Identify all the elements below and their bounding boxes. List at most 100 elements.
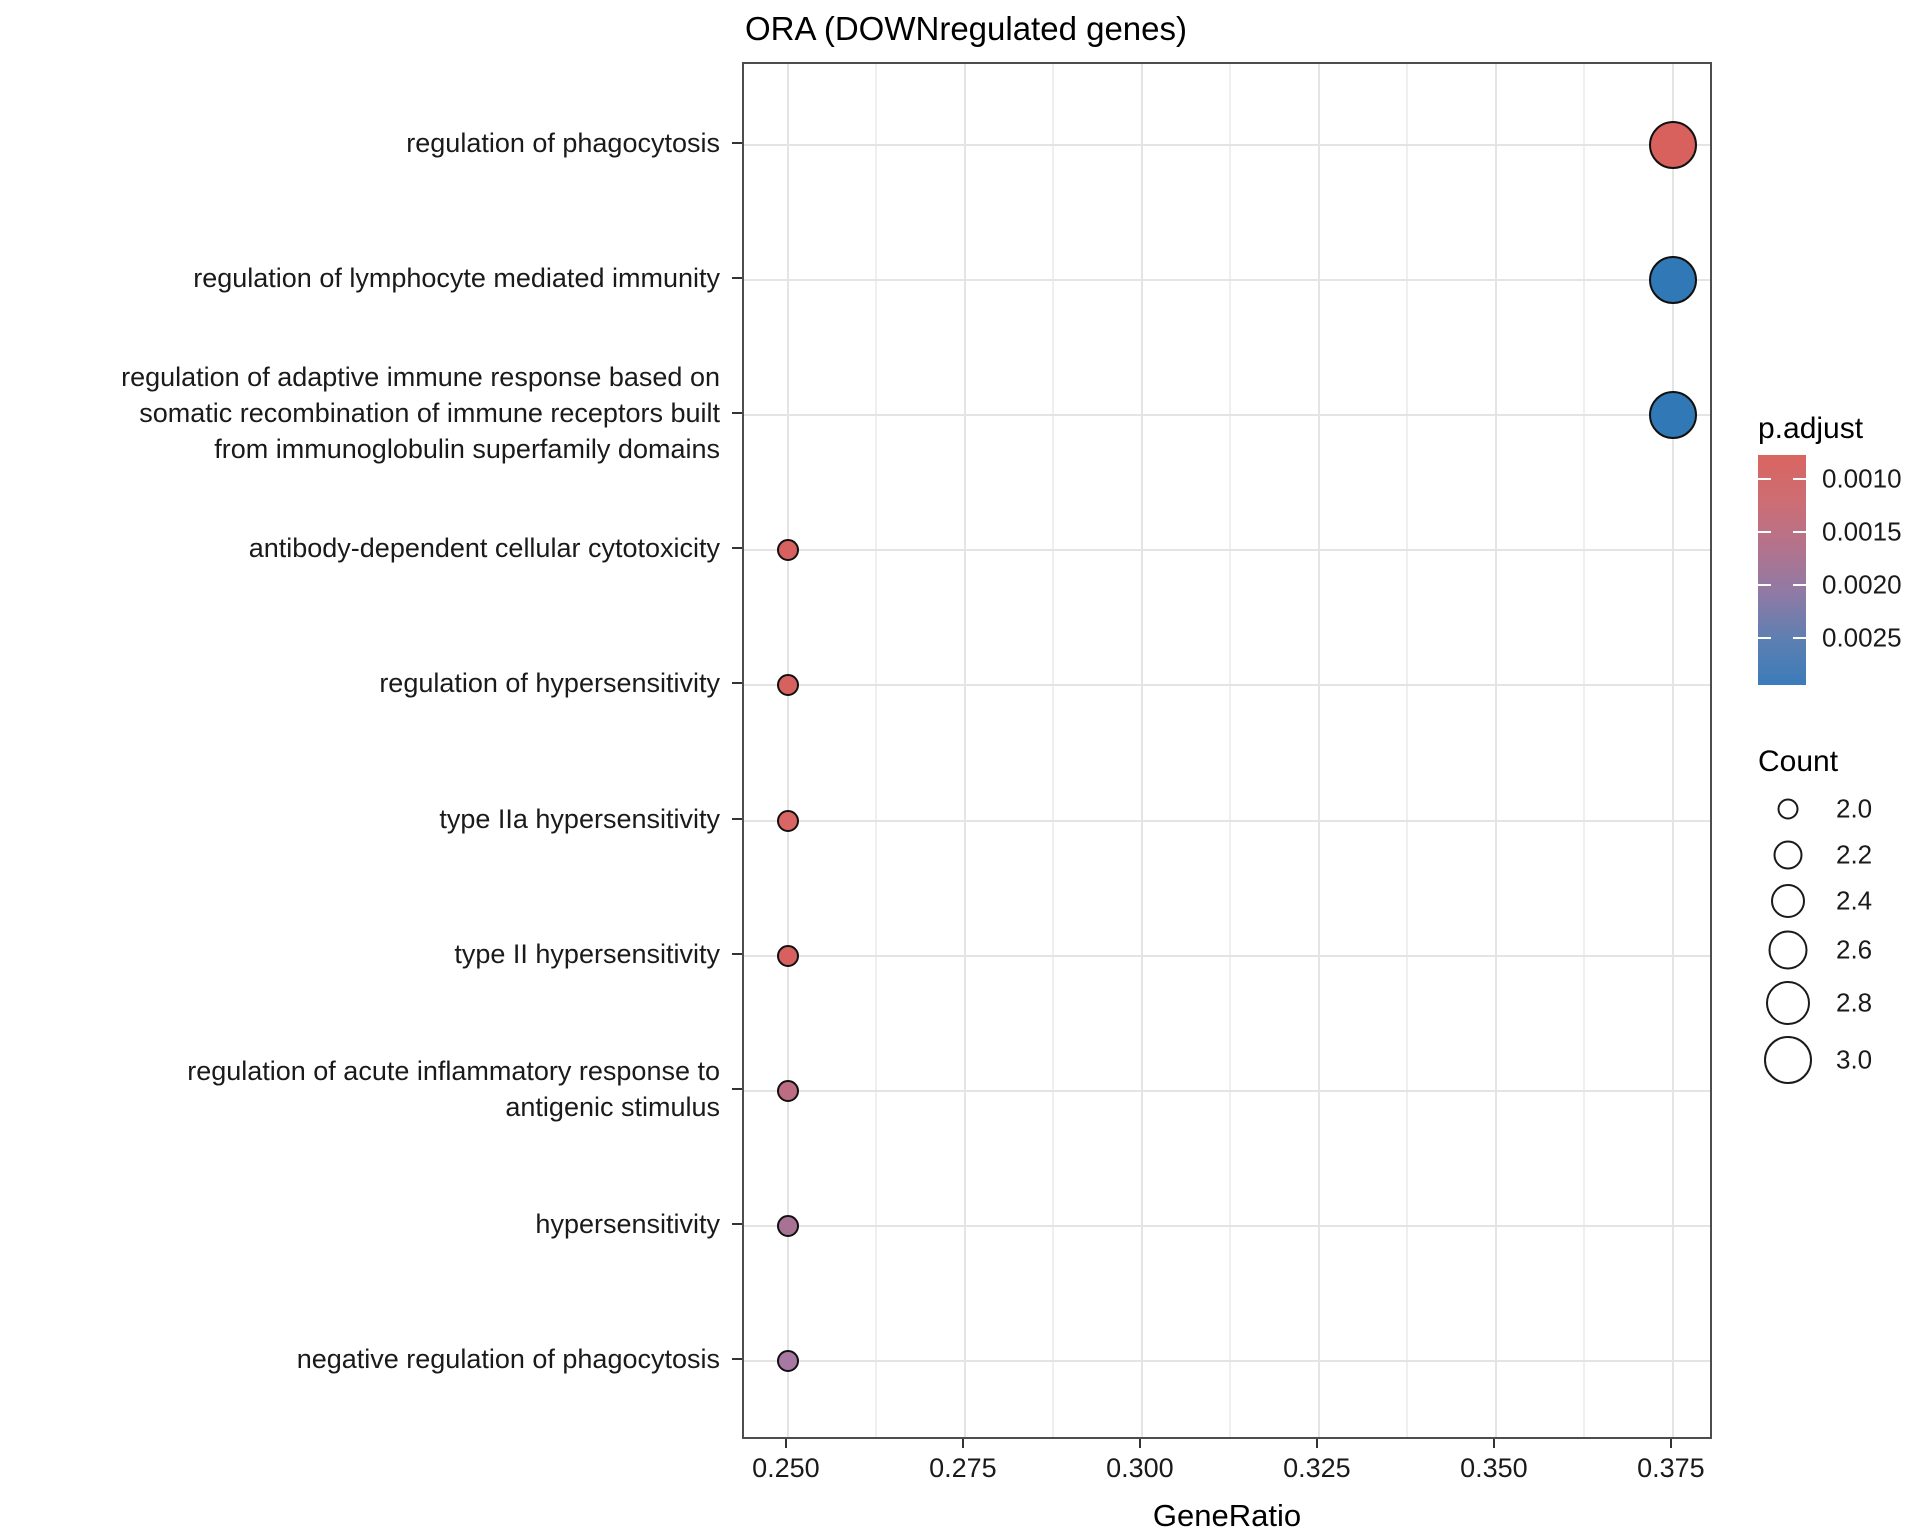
colorbar-tick-right bbox=[1793, 636, 1806, 639]
count-legend-circle bbox=[1771, 884, 1805, 918]
padjust-tick-label: 0.0015 bbox=[1822, 516, 1902, 547]
major-gridline bbox=[963, 64, 966, 1437]
minor-gridline bbox=[1583, 64, 1586, 1437]
data-point bbox=[1648, 256, 1697, 305]
padjust-tick-label: 0.0020 bbox=[1822, 569, 1902, 600]
category-gridline bbox=[744, 1224, 1710, 1227]
data-point bbox=[776, 944, 799, 967]
major-gridline bbox=[786, 64, 789, 1437]
data-point bbox=[1648, 121, 1697, 169]
x-axis-tick bbox=[961, 1439, 964, 1448]
y-axis-tick bbox=[732, 547, 742, 550]
colorbar-tick-left bbox=[1758, 636, 1771, 639]
data-point bbox=[776, 1349, 799, 1372]
count-legend-title: Count bbox=[1758, 745, 1839, 778]
x-axis-tick-label: 0.325 bbox=[1283, 1453, 1351, 1483]
colorbar-tick-left bbox=[1758, 477, 1771, 480]
count-legend-label: 2.2 bbox=[1836, 839, 1873, 870]
category-gridline bbox=[744, 549, 1710, 552]
x-axis-tick bbox=[784, 1439, 787, 1448]
count-legend-circle bbox=[1777, 798, 1799, 820]
y-axis-tick bbox=[732, 1087, 742, 1090]
y-axis-label: regulation of acute inflammatory respons… bbox=[0, 1053, 720, 1125]
category-gridline bbox=[744, 954, 1710, 957]
padjust-colorbar bbox=[1758, 455, 1806, 685]
chart-title: ORA (DOWNregulated genes) bbox=[745, 10, 1188, 47]
y-axis-label: type II hypersensitivity bbox=[0, 936, 720, 972]
y-axis-label: regulation of adaptive immune response b… bbox=[0, 359, 720, 467]
colorbar-tick-right bbox=[1793, 477, 1806, 480]
y-axis-tick bbox=[732, 1222, 742, 1225]
x-axis-tick bbox=[1315, 1439, 1318, 1448]
y-axis-label: regulation of hypersensitivity bbox=[0, 665, 720, 701]
count-legend-label: 2.8 bbox=[1836, 987, 1873, 1018]
minor-gridline bbox=[1229, 64, 1232, 1437]
category-gridline bbox=[744, 1359, 1710, 1362]
x-axis-tick-label: 0.350 bbox=[1460, 1453, 1528, 1483]
x-axis-title: GeneRatio bbox=[1152, 1498, 1302, 1533]
y-axis-label-line: antibody-dependent cellular cytotoxicity bbox=[248, 533, 720, 564]
major-gridline bbox=[1140, 64, 1143, 1437]
count-legend-circle bbox=[1768, 930, 1808, 970]
y-axis-label-line: somatic recombination of immune receptor… bbox=[139, 398, 720, 429]
data-point bbox=[776, 674, 799, 697]
x-axis-tick-label: 0.375 bbox=[1637, 1453, 1705, 1483]
y-axis-label: hypersensitivity bbox=[0, 1206, 720, 1242]
colorbar-tick-left bbox=[1758, 531, 1771, 534]
data-point bbox=[1648, 391, 1697, 440]
x-axis-tick bbox=[1138, 1439, 1141, 1448]
count-legend-circle bbox=[1764, 1036, 1812, 1084]
plot-panel bbox=[742, 62, 1712, 1439]
count-legend-label: 2.6 bbox=[1836, 934, 1873, 965]
y-axis-label-line: type II hypersensitivity bbox=[454, 938, 720, 969]
data-point bbox=[776, 809, 799, 832]
count-legend-label: 2.0 bbox=[1836, 793, 1873, 824]
category-gridline bbox=[744, 684, 1710, 687]
y-axis-label: regulation of lymphocyte mediated immuni… bbox=[0, 260, 720, 296]
data-point bbox=[776, 539, 799, 562]
category-gridline bbox=[744, 279, 1710, 282]
category-gridline bbox=[744, 1089, 1710, 1092]
colorbar-tick-left bbox=[1758, 583, 1771, 586]
data-point bbox=[776, 1214, 799, 1237]
y-axis-tick bbox=[732, 817, 742, 820]
data-point bbox=[776, 1079, 799, 1102]
y-axis-label: type IIa hypersensitivity bbox=[0, 801, 720, 837]
major-gridline bbox=[1494, 64, 1497, 1437]
minor-gridline bbox=[1052, 64, 1055, 1437]
category-gridline bbox=[744, 819, 1710, 822]
y-axis-label-line: type IIa hypersensitivity bbox=[439, 803, 720, 834]
y-axis-tick bbox=[732, 682, 742, 685]
y-axis-tick bbox=[732, 277, 742, 280]
y-axis-label-line: regulation of acute inflammatory respons… bbox=[187, 1055, 720, 1086]
x-axis-tick-label: 0.250 bbox=[752, 1453, 820, 1483]
y-axis-label-line: antigenic stimulus bbox=[505, 1091, 720, 1122]
y-axis-tick bbox=[732, 142, 742, 144]
colorbar-tick-right bbox=[1793, 583, 1806, 586]
colorbar-tick-right bbox=[1793, 531, 1806, 534]
category-gridline bbox=[744, 414, 1710, 417]
x-axis-tick-label: 0.300 bbox=[1106, 1453, 1174, 1483]
y-axis-label-line: regulation of phagocytosis bbox=[406, 128, 720, 158]
x-axis-tick-label: 0.275 bbox=[929, 1453, 997, 1483]
y-axis-label-line: regulation of lymphocyte mediated immuni… bbox=[193, 263, 720, 294]
y-axis-label-line: negative regulation of phagocytosis bbox=[296, 1343, 720, 1374]
minor-gridline bbox=[875, 64, 878, 1437]
category-gridline bbox=[744, 144, 1710, 146]
x-axis-tick bbox=[1669, 1439, 1672, 1448]
y-axis-label: negative regulation of phagocytosis bbox=[0, 1341, 720, 1377]
padjust-tick-label: 0.0010 bbox=[1822, 463, 1902, 494]
y-axis-tick bbox=[732, 952, 742, 955]
count-legend-label: 2.4 bbox=[1836, 885, 1873, 916]
y-axis-label-line: hypersensitivity bbox=[535, 1208, 720, 1239]
count-legend-label: 3.0 bbox=[1836, 1044, 1873, 1075]
y-axis-tick bbox=[732, 1357, 742, 1360]
count-legend-circle bbox=[1766, 981, 1810, 1025]
minor-gridline bbox=[1406, 64, 1409, 1437]
x-axis-tick bbox=[1492, 1439, 1495, 1448]
y-axis-label-line: regulation of adaptive immune response b… bbox=[121, 362, 720, 393]
major-gridline bbox=[1317, 64, 1320, 1437]
y-axis-label-line: regulation of hypersensitivity bbox=[379, 668, 720, 699]
major-gridline bbox=[1671, 64, 1674, 1437]
